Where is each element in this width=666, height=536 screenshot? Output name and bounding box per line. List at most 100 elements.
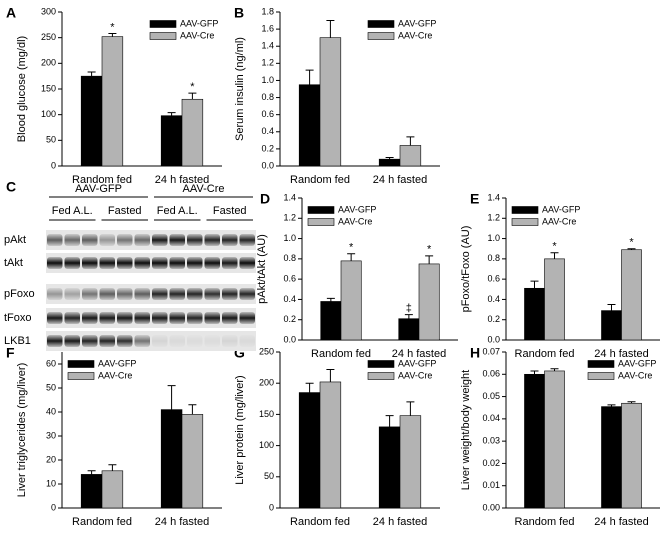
blot-strip [46,230,256,250]
x-tick-label: Random fed [72,516,132,528]
error-bar [188,404,197,415]
blot-strip [46,331,256,351]
legend-swatch [587,372,615,380]
legend-swatch [367,372,395,380]
error-bar [385,415,394,427]
error-bar [326,20,335,38]
y-axis-label: Liver triglycerides (mg/liver) [16,363,28,497]
y-tick-label: 200 [41,58,56,68]
annotation: * [629,237,634,249]
blot-band [204,312,220,324]
y-tick-label: 1.6 [261,23,274,33]
y-axis-label: Serum insulin (ng/ml) [234,37,246,141]
blot-band [82,335,98,347]
row-label: tFoxo [4,312,32,324]
legend-swatch [367,20,395,28]
error-bar [530,280,539,289]
y-tick-label: 0.0 [487,334,500,344]
error-bar [87,470,96,475]
y-tick-label: 300 [41,6,56,16]
error-bar [607,304,616,311]
bar [544,258,565,341]
blot-band [99,234,115,246]
blot-band [152,234,168,246]
y-tick-label: 0.6 [283,274,296,284]
y-tick-label: 0 [51,160,56,170]
blot-band [187,335,203,347]
blot-band [64,234,80,246]
error-bar [627,401,636,404]
legend-swatch [367,32,395,40]
blot-strip [46,253,256,273]
y-tick-label: 0.07 [482,346,500,356]
error-bar [326,297,335,302]
legend-swatch [587,360,615,368]
bar [101,470,124,509]
error-bar [326,368,335,382]
error-bar [406,401,415,416]
y-tick-label: 0.2 [283,314,296,324]
y-tick-label: 0.6 [487,274,500,284]
bar [398,318,420,341]
bar [319,381,342,509]
legend-label: AAV-Cre [542,216,576,226]
bar [601,310,622,341]
blot-band [82,312,98,324]
blot-band [152,312,168,324]
bar [80,474,103,509]
panel-label: G [234,345,245,361]
legend-swatch [67,360,95,368]
blot-band [222,312,238,324]
blot-band [117,335,133,347]
legend-swatch [149,32,177,40]
legend-label: AAV-GFP [98,358,136,368]
error-bar [108,33,117,37]
legend-label: AAV-GFP [542,204,580,214]
y-tick-label: 0.06 [482,369,500,379]
blot-band [47,257,63,269]
error-bar [404,314,413,319]
error-bar [406,136,415,146]
blot-band [64,257,80,269]
x-tick-label: 24 h fasted [373,174,427,186]
legend-label: AAV-Cre [98,370,132,380]
condition-label: Fed A.L. [52,205,93,217]
error-bar [305,69,314,85]
legend-label: AAV-GFP [398,358,436,368]
blot-band [134,234,150,246]
blot-band [152,288,168,300]
blot-band [204,234,220,246]
y-tick-label: 0.01 [482,480,500,490]
legend-swatch [149,20,177,28]
blot-band [134,312,150,324]
y-tick-label: 1.4 [487,192,500,202]
y-tick-label: 0.4 [261,126,274,136]
error-bar [530,370,539,375]
x-tick-label: Random fed [311,348,371,360]
bar [621,249,642,341]
blot-band [47,234,63,246]
blot-band [204,335,220,347]
error-bar [385,156,394,160]
blot-band [187,312,203,324]
blot-band [222,335,238,347]
y-tick-label: 100 [259,440,274,450]
y-tick-label: 0.04 [482,413,500,423]
bar [378,426,401,509]
blot-strip [46,284,256,304]
y-tick-label: 0.0 [261,160,274,170]
blot-band [239,288,255,300]
y-tick-label: 1.0 [487,233,500,243]
error-bar [347,253,356,261]
blot-band [187,234,203,246]
bar [319,37,342,167]
y-tick-label: 0 [269,502,274,512]
x-tick-label: 24 h fasted [155,516,209,528]
blot-band [82,234,98,246]
legend-label: AAV-Cre [180,30,214,40]
blot-band [204,257,220,269]
error-bar [167,112,176,116]
blot-band [99,257,115,269]
blot-band [152,257,168,269]
error-bar [425,255,434,264]
